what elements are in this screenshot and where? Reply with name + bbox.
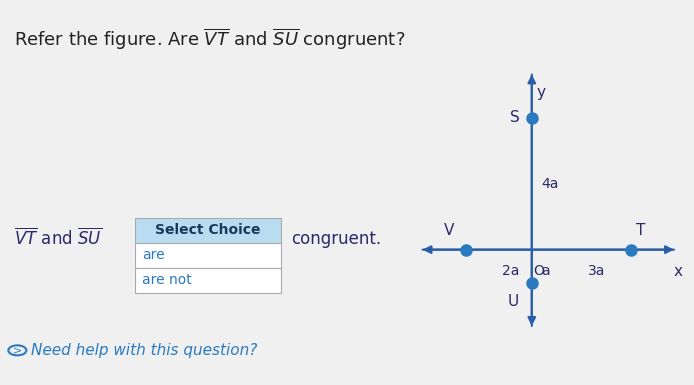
Text: Need help with this question?: Need help with this question? — [31, 343, 257, 358]
Text: $\overline{VT}$ and $\overline{SU}$: $\overline{VT}$ and $\overline{SU}$ — [14, 228, 102, 249]
Text: y: y — [536, 85, 545, 100]
Text: congruent.: congruent. — [291, 230, 382, 248]
FancyBboxPatch shape — [135, 218, 281, 243]
Text: x: x — [673, 264, 682, 280]
Text: Select Choice: Select Choice — [155, 223, 261, 237]
Text: are not: are not — [142, 273, 192, 287]
Text: S: S — [511, 110, 520, 125]
Text: >: > — [12, 345, 22, 355]
Text: are: are — [142, 248, 165, 262]
Text: 3a: 3a — [588, 264, 605, 278]
Text: 2a: 2a — [502, 264, 520, 278]
Text: U: U — [508, 294, 519, 309]
Text: O: O — [534, 264, 544, 278]
FancyBboxPatch shape — [135, 243, 281, 268]
Text: T: T — [636, 223, 645, 238]
FancyBboxPatch shape — [135, 268, 281, 293]
Text: Refer the figure. Are $\overline{VT}$ and $\overline{SU}$ congruent?: Refer the figure. Are $\overline{VT}$ an… — [14, 27, 405, 52]
Text: V: V — [444, 223, 455, 238]
Text: a: a — [541, 264, 550, 278]
Text: 4a: 4a — [541, 177, 559, 191]
